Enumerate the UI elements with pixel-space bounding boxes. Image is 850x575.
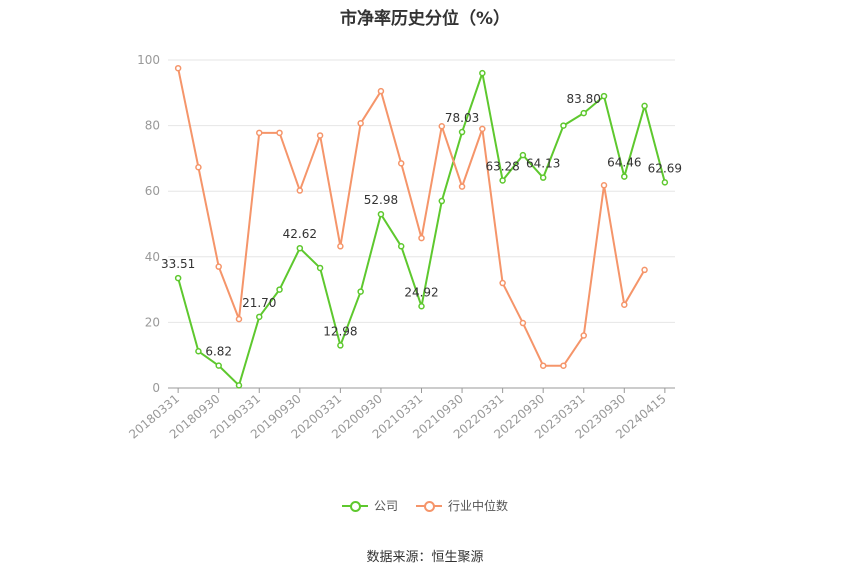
x-tick-labels: 2018033120180930201903312019093020200331…: [126, 392, 669, 442]
series-point-0: [499, 177, 506, 184]
series-point-1: [195, 164, 202, 171]
data-label: 21.70: [242, 296, 276, 310]
series-point-1: [256, 129, 263, 137]
data-label: 62.69: [648, 161, 682, 175]
series-point-0: [397, 243, 405, 250]
y-tick-labels: 0 20 40 60 80 100: [137, 53, 160, 395]
y-tick-label: 40: [145, 250, 160, 264]
series-point-1: [215, 263, 222, 270]
data-label: 24.92: [404, 285, 438, 299]
legend-item-company[interactable]: 公司: [341, 497, 398, 514]
data-label: 63.28: [485, 159, 519, 173]
series-point-0: [519, 151, 527, 159]
data-label: 12.98: [323, 324, 357, 338]
series-point-0: [641, 102, 648, 110]
data-labels: 33.51 6.82 21.70 42.62 12.98 52.98 24.92 78.03 6…: [161, 92, 682, 358]
legend: 公司 行业中位数: [0, 497, 850, 514]
series-point-1: [377, 87, 385, 95]
series-point-1: [519, 319, 527, 327]
grid-lines: [168, 59, 675, 323]
data-label: 6.82: [205, 345, 232, 359]
data-label: 52.98: [364, 193, 398, 207]
series-point-1: [499, 279, 506, 287]
series-point-1: [357, 120, 364, 127]
series-point-0: [479, 69, 486, 77]
series-point-0: [539, 174, 547, 181]
series-point-0: [337, 342, 344, 349]
series-point-1: [539, 362, 547, 369]
series-point-1: [621, 301, 628, 308]
series-point-1: [276, 129, 283, 137]
series-point-0: [377, 210, 385, 218]
series-point-0: [600, 92, 608, 100]
source-note: 数据来源：恒生聚源: [366, 550, 484, 565]
series-point-1: [397, 160, 405, 167]
series-point-0: [276, 286, 283, 293]
series-point-0: [621, 173, 628, 180]
series-point-1: [438, 123, 446, 130]
data-label: 64.13: [526, 157, 560, 171]
data-label: 33.51: [161, 257, 195, 271]
series-point-1: [418, 234, 425, 242]
series-point-0: [174, 274, 182, 282]
data-label: 83.80: [567, 92, 601, 106]
series-point-0: [357, 288, 364, 295]
legend-item-industry[interactable]: 行业中位数: [416, 497, 508, 514]
series-point-1: [337, 243, 344, 250]
series-line-0: [177, 72, 666, 387]
series-point-0: [661, 179, 669, 186]
series-point-0: [235, 382, 243, 389]
series-point-1: [560, 362, 567, 369]
series-point-0: [296, 244, 304, 252]
series-point-1: [235, 315, 243, 323]
data-label: 78.03: [445, 111, 479, 125]
series-point-1: [479, 125, 486, 133]
y-tick-label: 20: [145, 315, 160, 329]
series-point-0: [256, 313, 263, 321]
series-point-0: [418, 303, 425, 310]
legend-label-industry: 行业中位数: [448, 499, 509, 513]
series-point-1: [316, 132, 324, 139]
legend-swatch-company: [341, 499, 368, 513]
series-point-1: [641, 266, 648, 274]
axes: [168, 387, 675, 393]
series-point-0: [438, 197, 446, 205]
series-point-0: [195, 348, 202, 355]
series-point-1: [296, 187, 304, 194]
series-point-0: [215, 362, 222, 369]
data-label: 64.46: [607, 156, 641, 170]
series-point-1: [600, 182, 608, 189]
series-point-0: [580, 109, 587, 117]
series-point-1: [458, 183, 466, 190]
series-points: [174, 64, 669, 389]
legend-label-company: 公司: [373, 499, 398, 513]
series-point-0: [458, 128, 466, 136]
series-line-1: [177, 67, 646, 367]
series-point-0: [316, 264, 324, 272]
series-point-1: [174, 64, 182, 72]
y-tick-label: 0: [152, 381, 160, 395]
series-point-1: [580, 332, 587, 339]
data-label: 42.62: [283, 227, 317, 241]
y-tick-label: 60: [145, 184, 160, 198]
line-chart: 0 20 40 60 80 100 201803312018093020190331201…: [126, 53, 682, 442]
series-lines: [177, 67, 666, 387]
series-point-0: [560, 122, 567, 129]
chart-title: 市净率历史分位（%）: [339, 9, 511, 29]
y-tick-label: 80: [145, 119, 160, 133]
legend-swatch-industry: [416, 499, 442, 513]
y-tick-label: 100: [137, 53, 160, 67]
